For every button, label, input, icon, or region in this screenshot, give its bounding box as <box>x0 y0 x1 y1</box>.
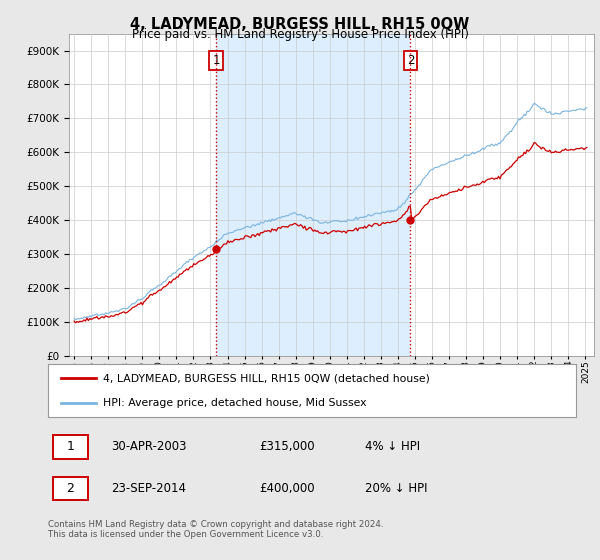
Text: 4% ↓ HPI: 4% ↓ HPI <box>365 441 420 454</box>
Text: 1: 1 <box>67 441 74 454</box>
Bar <box>216 34 410 356</box>
Text: Contains HM Land Registry data © Crown copyright and database right 2024.
This d: Contains HM Land Registry data © Crown c… <box>48 520 383 539</box>
Text: 2: 2 <box>407 54 414 67</box>
FancyBboxPatch shape <box>53 435 88 459</box>
Text: £315,000: £315,000 <box>259 441 315 454</box>
Text: 4, LADYMEAD, BURGESS HILL, RH15 0QW (detached house): 4, LADYMEAD, BURGESS HILL, RH15 0QW (det… <box>103 374 430 384</box>
Text: Price paid vs. HM Land Registry's House Price Index (HPI): Price paid vs. HM Land Registry's House … <box>131 28 469 41</box>
Text: 1: 1 <box>212 54 220 67</box>
Text: 23-SEP-2014: 23-SEP-2014 <box>112 482 187 494</box>
Text: £400,000: £400,000 <box>259 482 315 494</box>
Text: 20% ↓ HPI: 20% ↓ HPI <box>365 482 427 494</box>
Text: HPI: Average price, detached house, Mid Sussex: HPI: Average price, detached house, Mid … <box>103 398 367 408</box>
FancyBboxPatch shape <box>53 477 88 500</box>
Text: 30-APR-2003: 30-APR-2003 <box>112 441 187 454</box>
Text: 4, LADYMEAD, BURGESS HILL, RH15 0QW: 4, LADYMEAD, BURGESS HILL, RH15 0QW <box>130 17 470 32</box>
Text: 2: 2 <box>67 482 74 494</box>
